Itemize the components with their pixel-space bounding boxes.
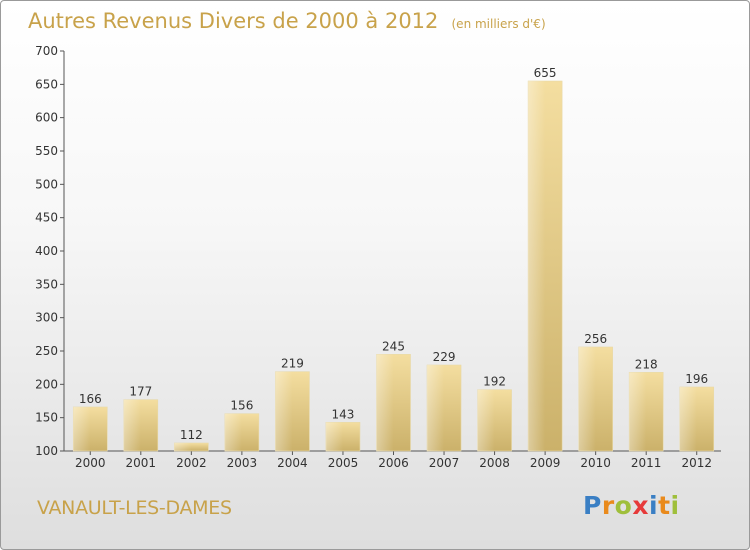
chart-title: Autres Revenus Divers de 2000 à 2012 — [28, 9, 439, 33]
y-tick-label: 650 — [35, 77, 58, 91]
data-label: 143 — [332, 407, 355, 421]
y-tick-label: 700 — [35, 44, 58, 58]
bar-highlight — [528, 81, 546, 451]
y-tick-label: 350 — [35, 277, 58, 291]
data-label: 218 — [635, 357, 658, 371]
x-tick-label: 2000 — [75, 456, 106, 470]
x-tick-label: 2012 — [681, 456, 712, 470]
proxiti-logo[interactable]: Proxiti — [583, 491, 680, 520]
data-label: 166 — [79, 392, 102, 406]
bar-highlight — [174, 443, 192, 451]
data-label: 245 — [382, 339, 405, 353]
data-label: 229 — [433, 350, 456, 364]
bar-highlight — [427, 365, 445, 451]
bar-highlight — [123, 399, 141, 451]
data-label: 256 — [584, 332, 607, 346]
data-label: 192 — [483, 375, 506, 389]
y-tick-label: 450 — [35, 211, 58, 225]
logo-letter: i — [649, 491, 659, 520]
data-label: 177 — [129, 385, 152, 399]
x-tick-label: 2009 — [530, 456, 561, 470]
y-tick-label: 600 — [35, 111, 58, 125]
logo-letter: o — [614, 491, 633, 520]
logo-letter: x — [632, 491, 649, 520]
bar-highlight — [477, 389, 495, 451]
data-label: 219 — [281, 357, 304, 371]
bar-highlight — [325, 422, 343, 451]
x-tick-label: 2007 — [429, 456, 460, 470]
x-tick-label: 2011 — [631, 456, 662, 470]
bar-highlight — [578, 347, 596, 451]
y-tick-label: 150 — [35, 411, 58, 425]
data-label: 655 — [534, 66, 557, 80]
y-tick-label: 500 — [35, 177, 58, 191]
title-row: Autres Revenus Divers de 2000 à 2012 (en… — [28, 9, 546, 33]
data-label: 112 — [180, 428, 203, 442]
bar-highlight — [376, 354, 394, 451]
x-tick-label: 2002 — [176, 456, 207, 470]
y-tick-label: 200 — [35, 377, 58, 391]
chart-subtitle: (en milliers d'€) — [451, 17, 546, 31]
data-label: 156 — [230, 399, 253, 413]
logo-letter: r — [601, 491, 615, 520]
data-label: 196 — [685, 372, 708, 386]
logo-letter: t — [658, 491, 671, 520]
place-name: VANAULT-LES-DAMES — [37, 497, 232, 519]
bar-highlight — [679, 387, 697, 451]
y-tick-label: 400 — [35, 244, 58, 258]
x-tick-label: 2001 — [126, 456, 157, 470]
logo-letter: P — [583, 491, 602, 520]
bar-highlight — [73, 407, 91, 451]
x-tick-label: 2004 — [277, 456, 308, 470]
x-tick-label: 2003 — [227, 456, 258, 470]
bar-highlight — [629, 372, 647, 451]
y-tick-label: 300 — [35, 311, 58, 325]
bar-highlight — [275, 371, 293, 451]
x-tick-label: 2008 — [479, 456, 510, 470]
x-tick-label: 2010 — [580, 456, 611, 470]
logo-letter: i — [670, 491, 680, 520]
bar-highlight — [224, 413, 242, 451]
y-tick-label: 250 — [35, 344, 58, 358]
y-tick-label: 550 — [35, 144, 58, 158]
y-tick-label: 100 — [35, 444, 58, 458]
x-tick-label: 2006 — [378, 456, 409, 470]
x-tick-label: 2005 — [328, 456, 359, 470]
